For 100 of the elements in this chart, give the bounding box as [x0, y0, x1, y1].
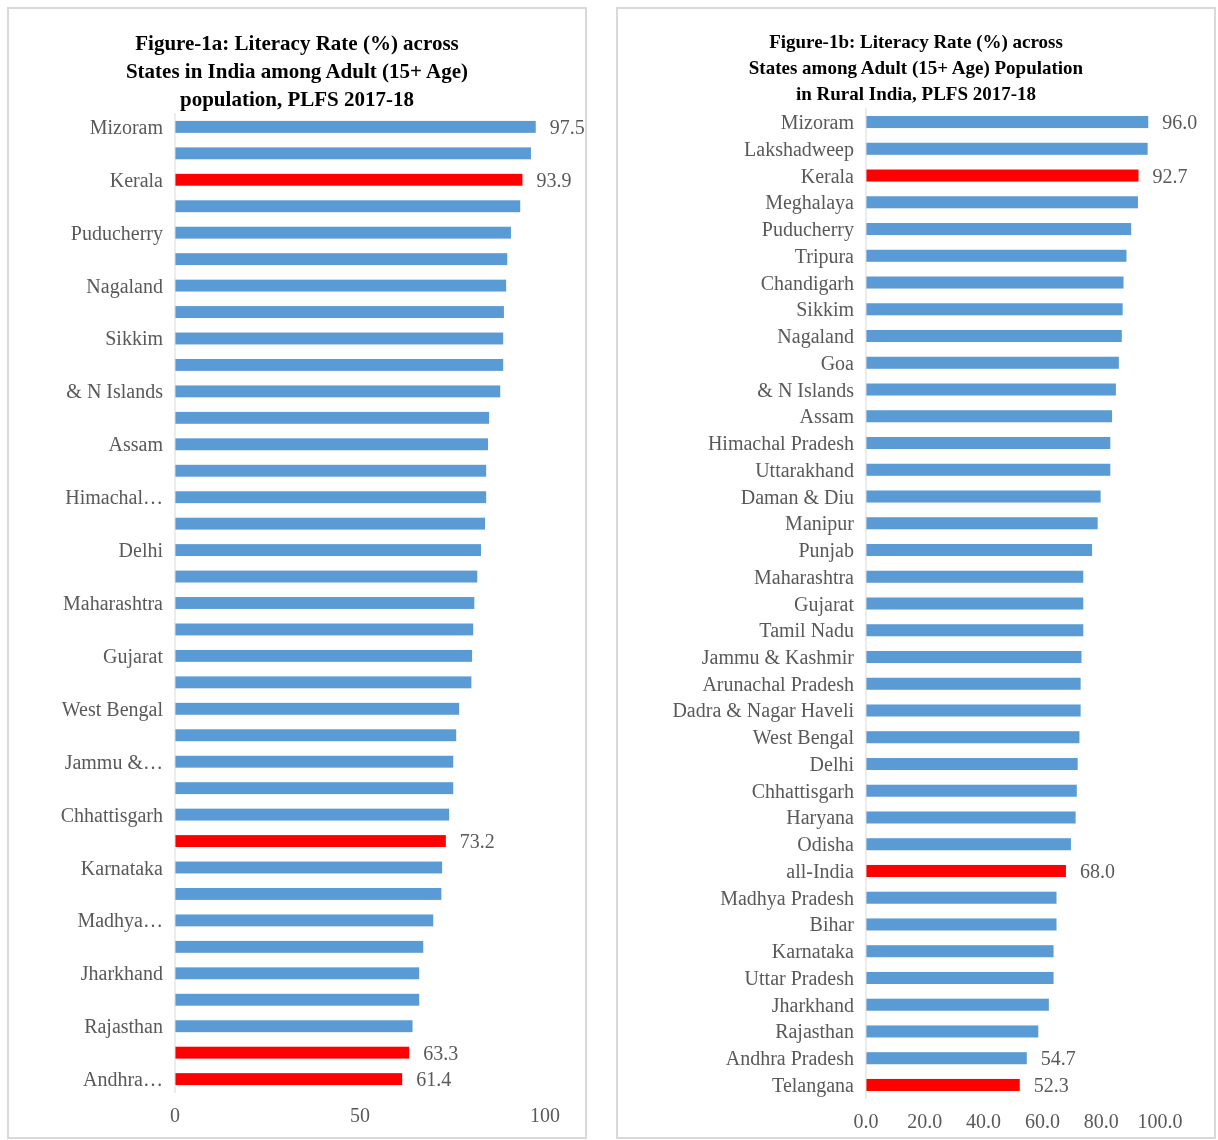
bar — [175, 464, 487, 477]
bar — [175, 914, 434, 927]
y-tick-label: Rajasthan — [775, 1020, 854, 1044]
y-tick-label: Mizoram — [89, 115, 164, 138]
bar — [175, 1020, 413, 1033]
bar — [866, 704, 1081, 717]
bar — [866, 1025, 1039, 1038]
y-tick-label: West Bengal — [752, 726, 855, 750]
y-tick-label: Sikkim — [105, 327, 164, 350]
y-tick-label: Delhi — [809, 752, 855, 775]
x-tick-label: 20.0 — [907, 1110, 943, 1132]
y-tick-label: Jammu &… — [64, 750, 163, 773]
bar — [866, 811, 1076, 824]
data-label: 52.3 — [1033, 1073, 1069, 1096]
bar — [866, 624, 1084, 637]
bar — [866, 570, 1084, 583]
bar — [175, 729, 457, 742]
x-tick-label: 100.0 — [1137, 1110, 1183, 1132]
bar — [175, 306, 504, 318]
bar — [175, 173, 523, 186]
bar — [175, 1046, 410, 1059]
bar — [175, 623, 474, 636]
data-label: 96.0 — [1162, 111, 1198, 134]
y-tick-label: Goa — [820, 351, 855, 374]
y-tick-label: Haryana — [786, 806, 855, 830]
bar — [866, 196, 1138, 209]
bar — [866, 731, 1080, 744]
bar — [866, 330, 1122, 343]
bar — [175, 226, 511, 239]
x-tick-label: 60.0 — [1024, 1110, 1060, 1132]
bar — [175, 120, 536, 133]
bar — [175, 385, 501, 398]
y-tick-label: West Bengal — [61, 697, 164, 721]
bar — [175, 438, 489, 451]
y-tick-label: Dadra & Nagar Haveli — [672, 699, 855, 723]
bar — [175, 358, 504, 371]
x-tick-label: 50 — [350, 1104, 370, 1126]
bar — [866, 463, 1111, 476]
y-tick-label: Jharkhand — [80, 962, 163, 985]
y-tick-label: Daman & Diu — [740, 485, 854, 508]
y-tick-label: Chandigarh — [760, 271, 854, 295]
data-label: 63.3 — [423, 1041, 459, 1064]
y-tick-label: Meghalaya — [765, 191, 855, 215]
bar — [175, 517, 486, 530]
bar — [175, 200, 521, 213]
bar — [175, 755, 454, 768]
bar — [175, 279, 507, 292]
bar — [866, 677, 1081, 690]
y-tick-label: Chhattisgarh — [60, 803, 163, 827]
x-tick-label: 0 — [170, 1104, 180, 1126]
y-tick-label: Assam — [799, 405, 855, 428]
y-tick-label: Uttar Pradesh — [744, 966, 854, 989]
bar — [175, 782, 454, 795]
y-tick-label: Gujarat — [794, 592, 855, 616]
y-tick-label: all-India — [786, 859, 855, 882]
y-tick-label: Mizoram — [780, 111, 855, 134]
bar — [866, 784, 1077, 797]
y-tick-label: Andhra Pradesh — [725, 1047, 854, 1070]
data-label: 92.7 — [1152, 164, 1188, 187]
bar — [866, 998, 1049, 1011]
y-tick-label: Jammu & Kashmir — [701, 646, 855, 668]
bar — [175, 835, 446, 848]
y-tick-label: Bihar — [809, 913, 855, 936]
y-tick-label: Maharashtra — [754, 565, 855, 588]
y-tick-label: Karnataka — [771, 940, 855, 963]
y-tick-label: & N Islands — [757, 378, 855, 401]
bar — [866, 945, 1054, 958]
bar — [866, 223, 1132, 236]
y-tick-label: Rajasthan — [84, 1015, 163, 1039]
y-tick-label: Nagaland — [86, 274, 163, 298]
chart-title: Figure-1a: Literacy Rate (%) across States in India among Adult (15+ Age) population, PLFS 2017-18 — [125, 31, 469, 111]
y-tick-label: Karnataka — [80, 856, 164, 879]
bar — [175, 597, 475, 609]
bar — [866, 1078, 1020, 1091]
bar — [175, 147, 531, 160]
bar — [866, 1052, 1027, 1065]
bar — [866, 383, 1116, 396]
data-label: 73.2 — [459, 830, 495, 853]
bar — [866, 650, 1082, 664]
y-tick-label: Assam — [108, 433, 164, 456]
data-label: 54.7 — [1040, 1047, 1076, 1070]
y-tick-label: & N Islands — [66, 380, 164, 403]
data-label: 61.4 — [416, 1068, 452, 1091]
x-tick-label: 40.0 — [966, 1110, 1002, 1132]
y-tick-label: Kerala — [800, 164, 855, 187]
x-tick-label: 100 — [530, 1104, 560, 1126]
bar — [866, 276, 1124, 289]
bar — [175, 940, 424, 953]
bar — [866, 543, 1093, 557]
bar — [175, 411, 490, 424]
y-tick-label: Kerala — [109, 168, 164, 191]
bar — [866, 891, 1057, 904]
bar — [175, 544, 481, 557]
y-tick-label: Arunachal Pradesh — [702, 672, 854, 695]
bar — [866, 918, 1057, 931]
bar — [866, 356, 1119, 369]
y-tick-label: Odisha — [797, 833, 855, 856]
bar — [175, 993, 420, 1006]
y-tick-label: Lakshadweep — [744, 137, 854, 161]
bar — [175, 332, 504, 345]
